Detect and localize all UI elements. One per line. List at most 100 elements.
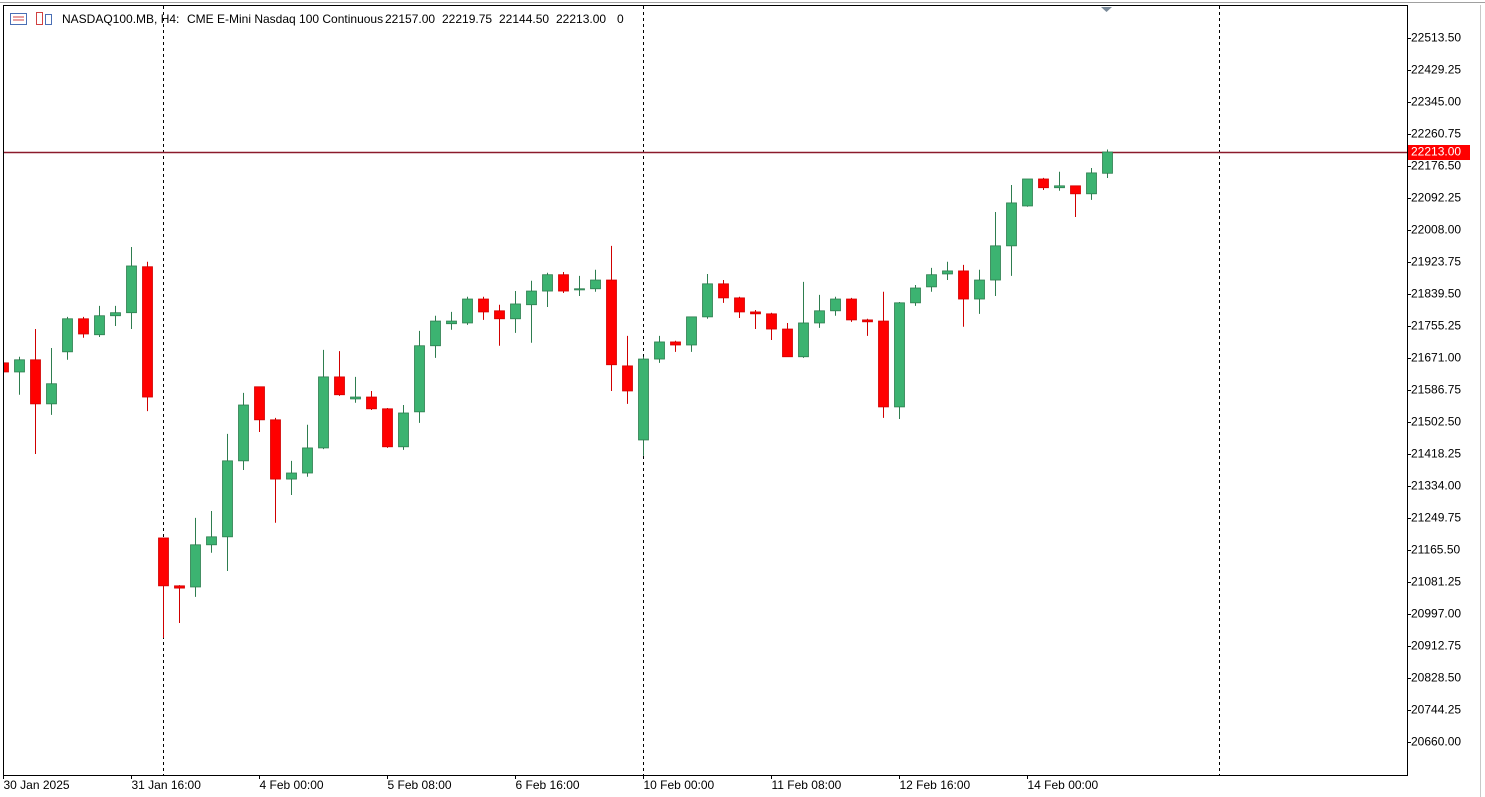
- candle-body: [942, 270, 953, 275]
- candle-body: [270, 419, 281, 480]
- candle-body: [110, 312, 121, 317]
- candle-body: [126, 265, 137, 314]
- candle-body: [606, 279, 617, 366]
- icon: [36, 12, 43, 25]
- candle-body: [158, 537, 169, 587]
- y-tick-label: 20828.50: [1411, 671, 1461, 685]
- candle-body: [238, 404, 249, 462]
- candle-body: [30, 359, 41, 405]
- candle-body: [926, 274, 937, 288]
- y-tick-label: 22429.25: [1411, 63, 1461, 77]
- ohlc-high: 22219.75: [442, 12, 492, 26]
- candle-body: [14, 359, 25, 373]
- x-tick-label: 6 Feb 16:00: [516, 778, 580, 792]
- candle-body: [974, 279, 985, 300]
- y-tick-label: 21334.00: [1411, 479, 1461, 493]
- y-tick-label: 22345.00: [1411, 95, 1461, 109]
- candle-body: [318, 376, 329, 449]
- candle-body: [494, 310, 505, 320]
- ohlc-open: 22157.00: [385, 12, 435, 26]
- candle-body: [558, 274, 569, 292]
- candle-body: [894, 302, 905, 408]
- y-tick-label: 22092.25: [1411, 191, 1461, 205]
- candle-body: [414, 345, 425, 413]
- y-tick-label: 22260.75: [1411, 127, 1461, 141]
- candle-body: [702, 283, 713, 318]
- candle-body: [446, 320, 457, 325]
- candle-body: [222, 460, 233, 538]
- candle-body: [862, 319, 873, 323]
- y-tick-label: 20912.75: [1411, 639, 1461, 653]
- shift-marker: [1101, 7, 1112, 12]
- candle-body: [798, 322, 809, 358]
- y-tick-label: 20660.00: [1411, 735, 1461, 749]
- candle-body: [910, 287, 921, 304]
- candle-body: [782, 328, 793, 358]
- x-tick-label: 10 Feb 00:00: [644, 778, 715, 792]
- y-tick-label: 20744.25: [1411, 703, 1461, 717]
- x-tick-label: 14 Feb 00:00: [1028, 778, 1099, 792]
- y-tick-label: 21165.50: [1411, 543, 1460, 557]
- candle-body: [462, 298, 473, 324]
- y-tick-label: 22513.50: [1411, 31, 1461, 45]
- y-tick-label: 20997.00: [1411, 607, 1461, 621]
- y-tick-label: 21418.25: [1411, 447, 1461, 461]
- y-tick-label: 21081.25: [1411, 575, 1461, 589]
- candle-body: [286, 472, 297, 480]
- candle-body: [142, 266, 153, 398]
- y-tick-label: 22176.50: [1411, 159, 1461, 173]
- ohlc-close: 22213.00: [556, 12, 606, 26]
- candle-body: [686, 316, 697, 346]
- candle-body: [302, 447, 313, 474]
- candle-body: [254, 386, 265, 421]
- candle-body: [4, 362, 9, 373]
- header-icons: [10, 12, 52, 25]
- candle-body: [206, 536, 217, 546]
- candle-body: [350, 396, 361, 400]
- description: CME E-Mini Nasdaq 100 Continuous: [187, 12, 383, 26]
- icon: [45, 14, 52, 25]
- candle-body: [526, 290, 537, 306]
- candle-body: [94, 315, 105, 336]
- ohlc-low: 22144.50: [499, 12, 549, 26]
- candle-body: [1102, 151, 1113, 174]
- candle-body: [814, 310, 825, 324]
- y-tick-label: 21839.50: [1411, 287, 1461, 301]
- candle-body: [334, 376, 345, 396]
- symbol: NASDAQ100.MB, H4:: [62, 12, 179, 26]
- icon: [10, 13, 27, 25]
- x-tick-label: 5 Feb 08:00: [388, 778, 452, 792]
- candle-body: [766, 313, 777, 330]
- candle-body: [174, 585, 185, 589]
- candle-body: [78, 318, 89, 335]
- candle-body: [542, 274, 553, 292]
- candle-body: [510, 303, 521, 320]
- candle-body: [382, 408, 393, 448]
- candle-body: [622, 365, 633, 392]
- y-tick-label: 21923.75: [1411, 255, 1461, 269]
- candle-body: [878, 320, 889, 408]
- volume: 0: [617, 12, 624, 26]
- candle-body: [1022, 178, 1033, 207]
- x-tick-label: 31 Jan 16:00: [132, 778, 202, 792]
- candle-body: [750, 311, 761, 315]
- y-tick-label: 21755.25: [1411, 319, 1461, 333]
- candle-body: [1086, 172, 1097, 195]
- y-tick-label: 21586.75: [1411, 383, 1461, 397]
- candles: [4, 149, 1407, 638]
- x-tick-label: 11 Feb 08:00: [772, 778, 842, 792]
- y-tick-label: 21249.75: [1411, 511, 1461, 525]
- candle-body: [638, 358, 649, 441]
- candle-body: [1070, 185, 1081, 195]
- candle-body: [478, 298, 489, 313]
- y-tick-label: 21502.50: [1411, 415, 1461, 429]
- candle-body: [670, 341, 681, 346]
- candle-body: [398, 412, 409, 448]
- candle-body: [62, 318, 73, 353]
- candle-body: [958, 270, 969, 300]
- y-tick-label: 21671.00: [1411, 351, 1461, 365]
- candle-body: [1054, 185, 1065, 189]
- candle-body: [830, 298, 841, 312]
- current-price-label: 22213.00: [1411, 145, 1461, 159]
